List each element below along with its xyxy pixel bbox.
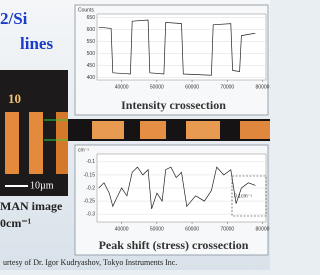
image-bar — [56, 112, 68, 174]
strip-segment — [140, 121, 166, 139]
y-tick-label: 650 — [87, 15, 96, 21]
caption: MAN image — [0, 199, 63, 213]
y-tick-label: -0.1 — [86, 159, 95, 165]
chart-title: Peak shift (stress) crossection — [99, 238, 249, 252]
x-tick-label: 40000 — [115, 226, 129, 232]
chart-title: Intensity crossection — [121, 98, 226, 112]
y-tick-label: 600 — [87, 27, 96, 33]
y-tick-label: 450 — [87, 63, 96, 69]
title-line: 2/Si — [0, 9, 28, 28]
annotation: 0.1cm⁻¹ — [234, 193, 252, 199]
y-tick-label: -0.15 — [84, 172, 96, 178]
x-tick-label: 70000 — [220, 84, 234, 90]
x-tick-label: 40000 — [115, 84, 129, 90]
credit: urtesy of Dr. Igor Kudryashov, Tokyo Ins… — [3, 258, 177, 267]
y-tick-label: -0.3 — [86, 211, 95, 217]
annotation-box — [231, 175, 267, 217]
x-tick-label: 70000 — [220, 226, 234, 232]
image-bar — [29, 112, 43, 174]
y-tick-label: 400 — [87, 75, 96, 81]
x-tick-label: 50000 — [150, 226, 164, 232]
image-label: 10 — [8, 91, 21, 106]
x-tick-label: 60000 — [185, 84, 199, 90]
y-axis-label: cm⁻¹ — [78, 147, 89, 153]
strip-segment — [186, 121, 220, 139]
y-axis-label: Counts — [78, 7, 94, 13]
x-tick-label: 80000 — [256, 84, 270, 90]
image-bar — [5, 112, 19, 174]
strip-segment — [92, 121, 124, 139]
x-tick-label: 60000 — [185, 226, 199, 232]
title-line: lines — [20, 34, 53, 53]
page: 2/Si lines 10 10µm MAN image 0cm⁻¹ urtes… — [0, 0, 270, 270]
figure: 2/Si lines 10 10µm MAN image 0cm⁻¹ urtes… — [0, 0, 270, 270]
x-tick-label: 80000 — [256, 226, 270, 232]
strip-segment — [240, 121, 270, 139]
scale-label: 10µm — [30, 180, 54, 191]
caption: 0cm⁻¹ — [0, 216, 32, 230]
data-line — [98, 19, 256, 76]
data-line — [98, 166, 256, 210]
y-tick-label: -0.25 — [84, 198, 96, 204]
y-tick-label: -0.2 — [86, 185, 95, 191]
y-tick-label: 550 — [87, 39, 96, 45]
y-tick-label: 500 — [87, 51, 96, 57]
x-tick-label: 50000 — [150, 84, 164, 90]
